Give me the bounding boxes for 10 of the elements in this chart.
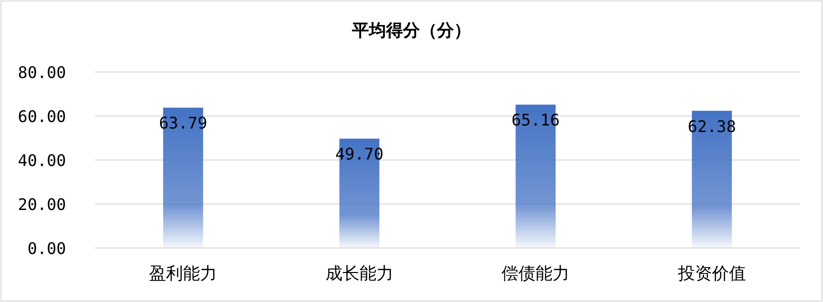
y-tick-label: 20.00 bbox=[18, 195, 66, 214]
chart-title: 平均得分（分） bbox=[351, 21, 471, 41]
x-tick-label: 盈利能力 bbox=[149, 264, 218, 284]
x-tick-label: 成长能力 bbox=[325, 264, 394, 284]
y-tick-label: 40.00 bbox=[18, 151, 66, 170]
x-tick-label: 投资价值 bbox=[676, 264, 746, 284]
y-tick-label: 80.00 bbox=[18, 63, 66, 82]
y-tick-label: 60.00 bbox=[18, 107, 66, 126]
x-tick-label: 偿债能力 bbox=[502, 264, 570, 284]
y-tick-label: 0.00 bbox=[27, 239, 66, 258]
